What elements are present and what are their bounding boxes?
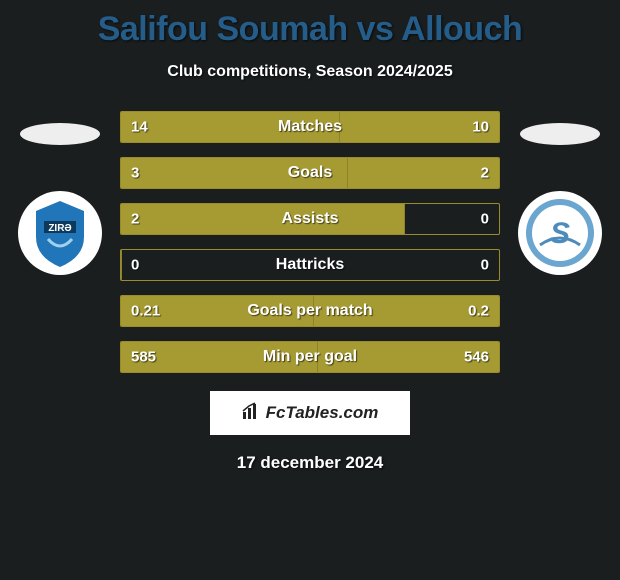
stats-bars-container: 14 10 Matches 3 2 Goals 2 0 Assists 0 0 Hattricks 0.… (120, 111, 500, 373)
stat-right-value: 0 (481, 257, 489, 274)
stat-label: Hattricks (276, 256, 344, 274)
stat-left-value: 2 (131, 211, 139, 228)
branding-text: FcTables.com (266, 403, 379, 423)
stat-label: Assists (282, 210, 339, 228)
stat-right-value: 0 (481, 211, 489, 228)
stat-label: Goals per match (247, 302, 372, 320)
stat-right-value: 10 (472, 119, 489, 136)
player1-name: Salifou Soumah (98, 10, 348, 48)
stat-label: Goals (288, 164, 332, 182)
stat-right-value: 0.2 (468, 303, 489, 320)
stat-left-value: 585 (131, 349, 156, 366)
svg-text:ZIRƏ: ZIRƏ (48, 223, 71, 234)
stat-row: 2 0 Assists (120, 203, 500, 235)
comparison-title: Salifou Soumah vs Allouch (0, 0, 620, 49)
vs-text: vs (357, 10, 394, 48)
left-side-column: ZIRƏ (0, 111, 120, 275)
stat-left-value: 14 (131, 119, 148, 136)
stat-label: Min per goal (263, 348, 357, 366)
stat-left-value: 0 (131, 257, 139, 274)
stat-row: 0 0 Hattricks (120, 249, 500, 281)
right-badge-icon: S (518, 191, 602, 275)
stat-left-value: 3 (131, 165, 139, 182)
stat-right-value: 546 (464, 349, 489, 366)
left-badge-icon: ZIRƏ (18, 191, 102, 275)
subtitle: Club competitions, Season 2024/2025 (0, 63, 620, 81)
stat-bar-left-segment (121, 250, 122, 280)
stat-row: 3 2 Goals (120, 157, 500, 189)
left-flag-icon (20, 123, 100, 145)
right-side-column: S (500, 111, 620, 275)
stat-bar-left-segment (121, 204, 405, 234)
left-team-badge: ZIRƏ (18, 191, 102, 275)
date-text: 17 december 2024 (0, 453, 620, 473)
branding-chart-icon (242, 402, 260, 425)
stat-bar-right-segment (348, 158, 499, 188)
comparison-layout: ZIRƏ 14 10 Matches 3 2 Goals 2 0 Assists 0 0 Hattri… (0, 111, 620, 373)
stat-row: 585 546 Min per goal (120, 341, 500, 373)
stat-row: 14 10 Matches (120, 111, 500, 143)
stat-right-value: 2 (481, 165, 489, 182)
stat-label: Matches (278, 118, 342, 136)
stat-row: 0.21 0.2 Goals per match (120, 295, 500, 327)
right-flag-icon (520, 123, 600, 145)
stat-left-value: 0.21 (131, 303, 160, 320)
player2-name: Allouch (401, 10, 522, 48)
right-team-badge: S (518, 191, 602, 275)
svg-text:S: S (550, 217, 570, 250)
branding-box: FcTables.com (210, 391, 410, 435)
